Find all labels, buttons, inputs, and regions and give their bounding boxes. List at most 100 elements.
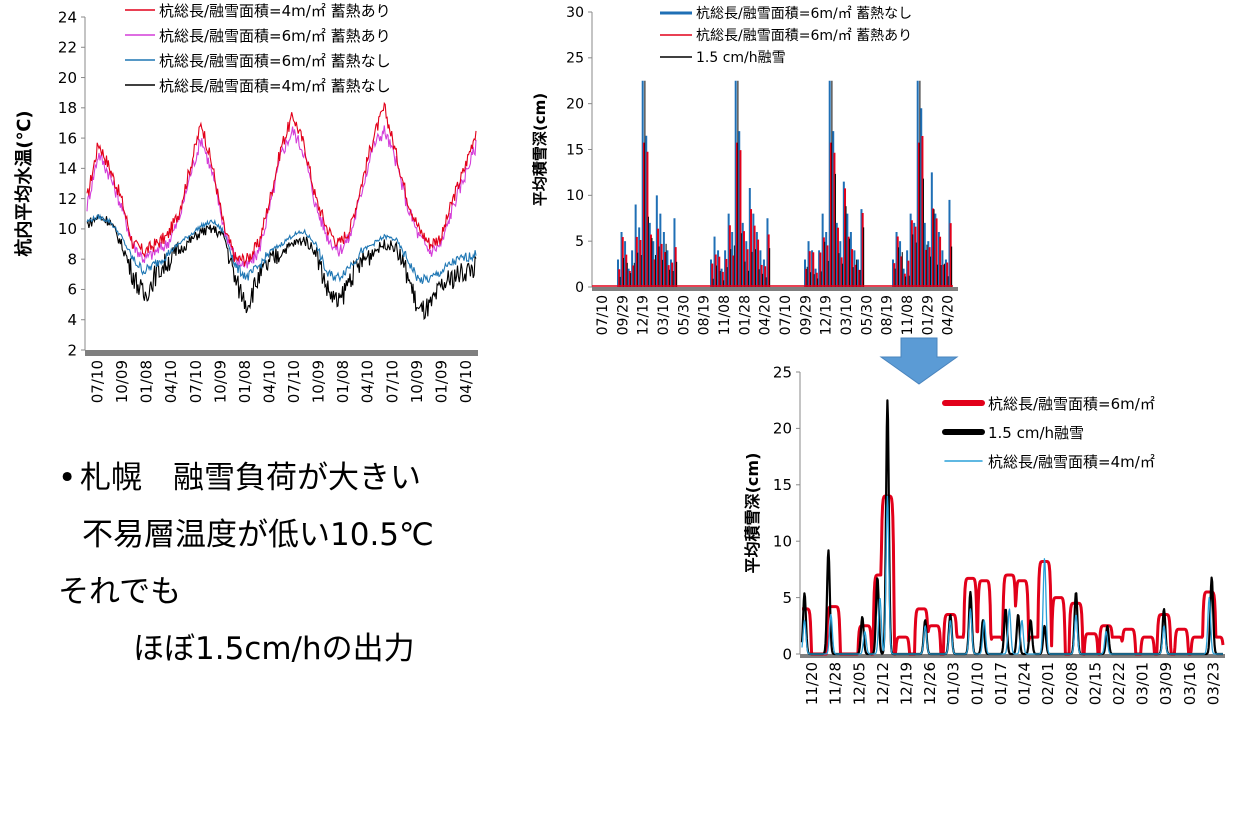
- y-tick-label: 5: [575, 234, 584, 250]
- x-tick-label: 03/01: [1134, 662, 1152, 705]
- y-tick-label: 15: [773, 476, 792, 494]
- note-line-1: 札幌 融雪負荷が大きい: [80, 460, 421, 496]
- x-tick-label: 02/22: [1110, 662, 1128, 705]
- y-tick-label: 22: [58, 39, 77, 57]
- y-tick-label: 20: [566, 97, 584, 113]
- x-tick-label: 01/17: [992, 662, 1010, 705]
- x-tick-label: 04/20: [758, 295, 774, 335]
- x-tick-label: 05/30: [859, 295, 875, 335]
- x-tick-label: 01/29: [920, 295, 936, 335]
- x-tick-label: 10/09: [408, 360, 426, 403]
- x-tick-label: 12/26: [921, 662, 939, 705]
- legend-label: 杭総長/融雪面積=6m/㎡ 蓄熱なし: [159, 52, 391, 70]
- y-axis-title: 平均積雪深(cm): [531, 93, 549, 206]
- snow-depth-winter-chart: 0 5 10 15 20 25 11/20 11/28 12/05 12/12 12/19 12/26…: [743, 363, 1225, 705]
- temperature-series-line: [86, 213, 477, 284]
- y-tick-label: 2: [67, 341, 77, 359]
- y-tick-label: 30: [566, 5, 584, 21]
- x-tick-label: 02/08: [1063, 662, 1081, 705]
- x-axis-bar: [592, 287, 958, 291]
- y-tick-label: 20: [773, 420, 792, 438]
- x-axis-bar: [85, 350, 478, 356]
- x-tick-label: 04/10: [260, 360, 278, 403]
- y-axis-title: 平均積雪深(cm): [743, 453, 762, 574]
- x-axis-bar: [800, 654, 1225, 658]
- down-arrow-icon: [879, 337, 959, 385]
- y-axis-title: 杭内平均水温(℃): [13, 110, 35, 256]
- x-tick-label: 07/10: [285, 360, 303, 403]
- x-tick-label: 07/10: [383, 360, 401, 403]
- note-line-3: それでも: [58, 574, 182, 610]
- x-tick-label: 11/08: [900, 295, 916, 335]
- y-tick-label: 15: [566, 142, 584, 158]
- x-tick-label: 12/05: [850, 662, 868, 705]
- y-tick-label: 20: [58, 69, 77, 87]
- note-line-4: ほぼ1.5cm/hの出力: [133, 631, 415, 667]
- x-tick-label: 07/10: [187, 360, 205, 403]
- x-tick-label: 07/10: [89, 360, 107, 403]
- x-tick-label: 01/28: [737, 295, 753, 335]
- x-tick-label: 03/10: [839, 295, 855, 335]
- x-tick-label: 12/19: [636, 295, 652, 335]
- y-tick-label: 10: [58, 220, 77, 238]
- y-tick-label: 0: [575, 280, 584, 296]
- x-tick-label: 12/19: [819, 295, 835, 335]
- x-tick-label: 10/09: [211, 360, 229, 403]
- y-tick-label: 24: [58, 8, 77, 26]
- x-tick-label: 07/10: [595, 295, 611, 335]
- x-tick-label: 03/09: [1157, 662, 1175, 705]
- x-tick-label: 11/20: [803, 662, 821, 705]
- x-tick-label: 11/08: [717, 295, 733, 335]
- x-tick-label: 12/19: [898, 662, 916, 705]
- x-tick-label: 04/10: [359, 360, 377, 403]
- x-tick-label: 03/23: [1204, 662, 1222, 705]
- y-tick-label: 4: [67, 311, 77, 329]
- legend-label: 1.5 cm/h融雪: [988, 424, 1084, 442]
- y-tick-label: 14: [58, 160, 77, 178]
- y-tick-label: 16: [58, 129, 77, 147]
- x-tick-label: 01/10: [968, 662, 986, 705]
- y-tick-label: 6: [67, 281, 77, 299]
- x-tick-label: 01/08: [334, 360, 352, 403]
- x-tick-label: 09/29: [615, 295, 631, 335]
- y-tick-label: 25: [566, 51, 584, 67]
- snow-depth-series-line: [801, 495, 1224, 655]
- x-tick-label: 01/09: [432, 360, 450, 403]
- x-tick-label: 05/30: [676, 295, 692, 335]
- temperature-series-line: [86, 214, 477, 321]
- legend-label: 杭総長/融雪面積=6m/㎡ 蓄熱なし: [696, 6, 912, 22]
- legend-label: 杭総長/融雪面積=6m/㎡ 蓄熱あり: [159, 27, 391, 45]
- x-tick-label: 08/19: [697, 295, 713, 335]
- x-tick-label: 04/10: [162, 360, 180, 403]
- x-tick-label: 10/09: [310, 360, 328, 403]
- x-tick-label: 01/08: [236, 360, 254, 403]
- x-tick-label: 09/29: [798, 295, 814, 335]
- note-line-2: 不易層温度が低い10.5℃: [82, 517, 434, 553]
- x-tick-label: 10/09: [113, 360, 131, 403]
- x-tick-label: 01/24: [1016, 662, 1034, 705]
- x-tick-label: 03/16: [1181, 662, 1199, 705]
- y-tick-label: 0: [782, 645, 792, 663]
- x-tick-label: 04/20: [941, 295, 957, 335]
- x-tick-label: 07/10: [778, 295, 794, 335]
- summary-note: • 札幌 融雪負荷が大きい 不易層温度が低い10.5℃ それでも ほぼ1.5cm/…: [58, 450, 578, 678]
- legend-label: 杭総長/融雪面積=6m/㎡ 蓄熱あり: [696, 28, 912, 44]
- x-tick-label: 04/10: [457, 360, 475, 403]
- x-tick-label: 03/10: [656, 295, 672, 335]
- x-tick-label: 08/19: [880, 295, 896, 335]
- snow-depth-series-line: [801, 494, 1225, 656]
- x-tick-label: 12/12: [874, 662, 892, 705]
- x-tick-label: 11/28: [827, 662, 845, 705]
- x-tick-label: 01/08: [138, 360, 156, 403]
- legend-label: 杭総長/融雪面積=4m/㎡ 蓄熱あり: [159, 2, 391, 20]
- temperature-series-line: [86, 101, 477, 267]
- legend-label: 杭総長/融雪面積=4m/㎡: [988, 453, 1155, 471]
- legend-label: 1.5 cm/h融雪: [696, 50, 786, 66]
- y-tick-label: 10: [773, 532, 792, 550]
- legend-label: 杭総長/融雪面積=6m/㎡: [988, 395, 1155, 413]
- y-tick-label: 18: [58, 99, 77, 117]
- x-tick-label: 02/15: [1086, 662, 1104, 705]
